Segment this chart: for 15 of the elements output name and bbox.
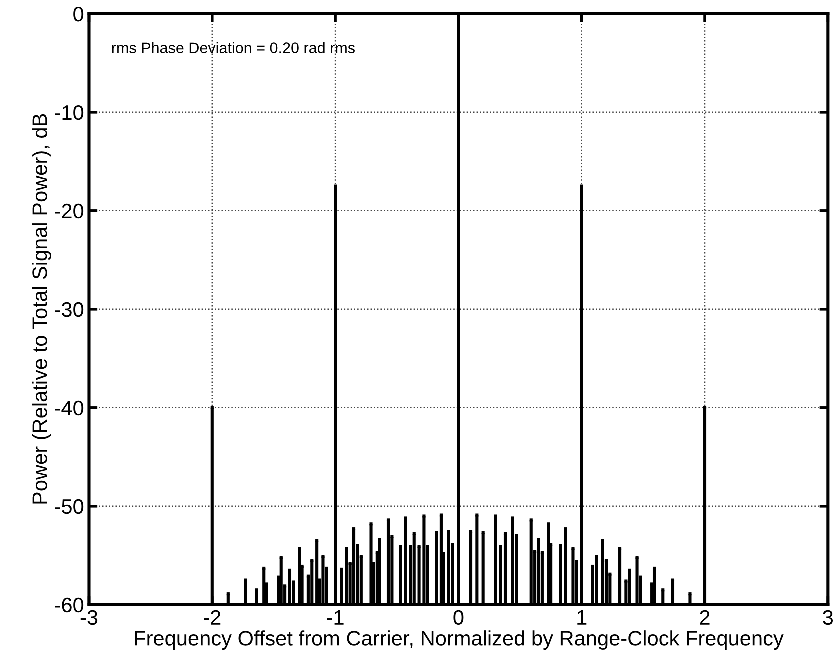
- x-tick-label: 3: [823, 610, 834, 626]
- x-tick-label: 2: [700, 610, 710, 625]
- x-tick-label: -2: [204, 610, 221, 625]
- y-tick-label: -30: [55, 302, 84, 318]
- y-tick-label: -20: [55, 204, 84, 219]
- y-tick-label: -10: [55, 105, 84, 120]
- x-axis-title: Frequency Offset from Carrier, Normalized by Range-Clock Frequency: [135, 630, 784, 650]
- y-tick-label: -40: [55, 400, 84, 416]
- y-tick-label: -50: [55, 499, 84, 514]
- x-tick-label: 0: [454, 610, 464, 626]
- annotation: rms Phase Deviation = 0.20 rad rms: [112, 42, 355, 54]
- y-tick-label: 0: [74, 6, 84, 22]
- x-tick-label: 1: [578, 610, 587, 625]
- x-tick-label: -1: [327, 610, 344, 625]
- y-axis-title: Power (Relative to Total Signal Power), dB: [32, 114, 52, 504]
